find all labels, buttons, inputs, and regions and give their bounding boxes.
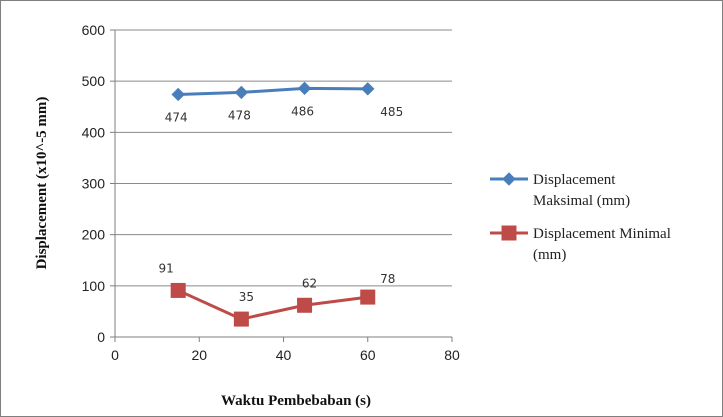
- y-tick-label: 100: [82, 278, 106, 294]
- data-label: 78: [380, 272, 395, 286]
- legend-marker: [501, 225, 517, 241]
- legend-label: (mm): [533, 247, 566, 263]
- data-point: [297, 297, 313, 313]
- data-label: 478: [228, 108, 251, 122]
- data-label: 62: [302, 276, 317, 290]
- legend-item: Displacement Maksimal (mm): [490, 172, 630, 209]
- x-tick-label: 20: [191, 347, 207, 363]
- data-label: 474: [165, 110, 188, 124]
- legend-marker: [502, 172, 516, 186]
- y-tick-label: 600: [82, 22, 106, 38]
- data-point: [297, 81, 312, 96]
- y-tick-label: 300: [82, 176, 106, 192]
- y-tick-label: 0: [97, 329, 105, 345]
- x-tick-labels: 0 20 40 60 80: [111, 347, 460, 363]
- legend-label: Maksimal (mm): [533, 193, 630, 209]
- data-point: [171, 87, 185, 102]
- data-point: [361, 82, 375, 96]
- legend: Displacement Maksimal (mm) Displacement Mi…: [490, 172, 671, 263]
- gridlines: [115, 29, 452, 287]
- y-axis-title: Displacement (x10^-5 mm): [34, 97, 50, 270]
- y-tick-labels: 0 100 200 300 400 500 600: [82, 22, 106, 345]
- x-tick-label: 80: [444, 347, 460, 363]
- x-tick-label: 0: [111, 347, 119, 363]
- x-axis-title: Waktu Pembebaban (s): [221, 393, 371, 409]
- data-label: 91: [159, 261, 174, 275]
- legend-label: Displacement Minimal: [533, 226, 671, 242]
- series-line: [178, 86, 368, 96]
- data-point: [233, 311, 249, 327]
- data-point: [234, 85, 249, 100]
- legend-item: Displacement Minimal (mm): [490, 225, 671, 263]
- data-label: 486: [291, 104, 314, 118]
- y-tick-label: 400: [82, 124, 106, 140]
- series-group: [170, 81, 376, 327]
- axes: [110, 29, 453, 342]
- y-tick-label: 200: [82, 227, 106, 243]
- data-label: 35: [239, 290, 254, 304]
- data-label: 485: [380, 105, 403, 119]
- x-tick-label: 40: [276, 347, 292, 363]
- y-tick-label: 500: [82, 73, 106, 89]
- data-labels: 474 478 486 485 91 35 62 78: [159, 104, 404, 304]
- data-point: [170, 282, 186, 298]
- x-tick-label: 60: [360, 347, 376, 363]
- series-line: [177, 289, 368, 321]
- data-point: [360, 289, 376, 305]
- legend-label: Displacement: [533, 172, 616, 188]
